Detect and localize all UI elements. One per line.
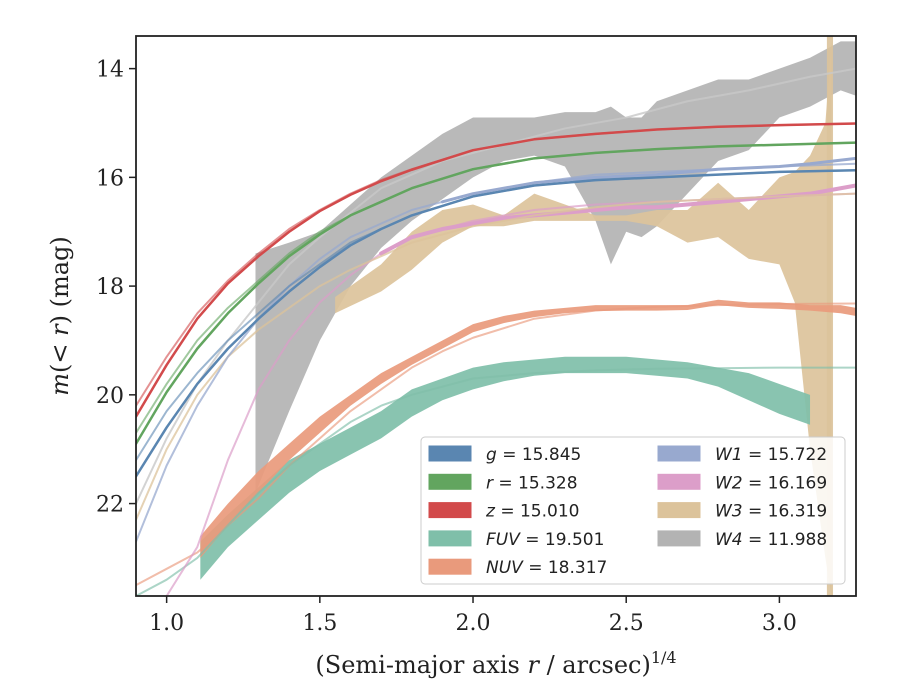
legend-label-z: z = 15.010: [485, 502, 579, 522]
r-line: [136, 141, 856, 446]
legend-swatch-g: [428, 445, 472, 462]
legend-box: [420, 436, 846, 585]
y-tick-label: 20: [96, 384, 124, 409]
legend-swatch-z: [428, 502, 472, 519]
y-tick-label: 16: [96, 166, 124, 191]
w4-band: [255, 41, 856, 493]
legend-label-w3: W3 = 16.319: [715, 502, 827, 522]
x-tick-label: 1.5: [302, 611, 337, 636]
w3-model-line: [136, 192, 856, 521]
legend-label-w1: W1 = 15.722: [715, 445, 827, 465]
y-axis-label: m(< r) (mag): [46, 236, 74, 396]
legend-label-w2: W2 = 16.169: [715, 473, 827, 493]
legend-label-w4: W4 = 11.988: [715, 530, 827, 550]
w3-vertical-band: [826, 36, 834, 596]
plot-frame: [135, 35, 857, 597]
w4-model-line: [136, 67, 856, 505]
legend-label-g: g = 15.845: [486, 445, 581, 465]
fuv-band: [200, 356, 811, 580]
legend-swatch-w2: [657, 473, 701, 490]
x-tick-label: 3.0: [762, 611, 797, 636]
x-axis-label: (Semi-major axis r / arcsec)1/4: [315, 648, 676, 679]
x-tick-label: 2.5: [609, 611, 644, 636]
plot-area: [136, 36, 856, 596]
w1-line: [440, 156, 856, 204]
y-tick-label: 14: [96, 58, 124, 83]
legend-swatch-fuv: [428, 530, 472, 547]
g-line: [136, 169, 856, 478]
legend: g = 15.845 r = 15.328 z = 15.010 FUV = 19.5…: [420, 436, 846, 585]
legend-label-nuv: NUV = 18.317: [486, 558, 607, 578]
x-tick-label: 1.0: [149, 611, 184, 636]
legend-swatch-w3: [657, 502, 701, 519]
axis-ticks: 1.0 1.5 2.0 2.5 3.0 14 16 18 20 22: [96, 58, 797, 636]
fuv-model-line: [136, 366, 856, 596]
legend-swatch-nuv: [428, 558, 472, 575]
legend-label-r: r = 15.328: [486, 473, 578, 493]
legend-label-fuv: FUV = 19.501: [486, 530, 604, 550]
y-tick-label: 22: [96, 493, 124, 518]
y-tick-label: 18: [96, 275, 124, 300]
legend-swatch-w4: [657, 530, 701, 547]
legend-swatch-r: [428, 473, 472, 490]
legend-swatch-w1: [657, 445, 701, 462]
x-tick-label: 2.0: [456, 611, 491, 636]
z-line: [136, 122, 856, 418]
